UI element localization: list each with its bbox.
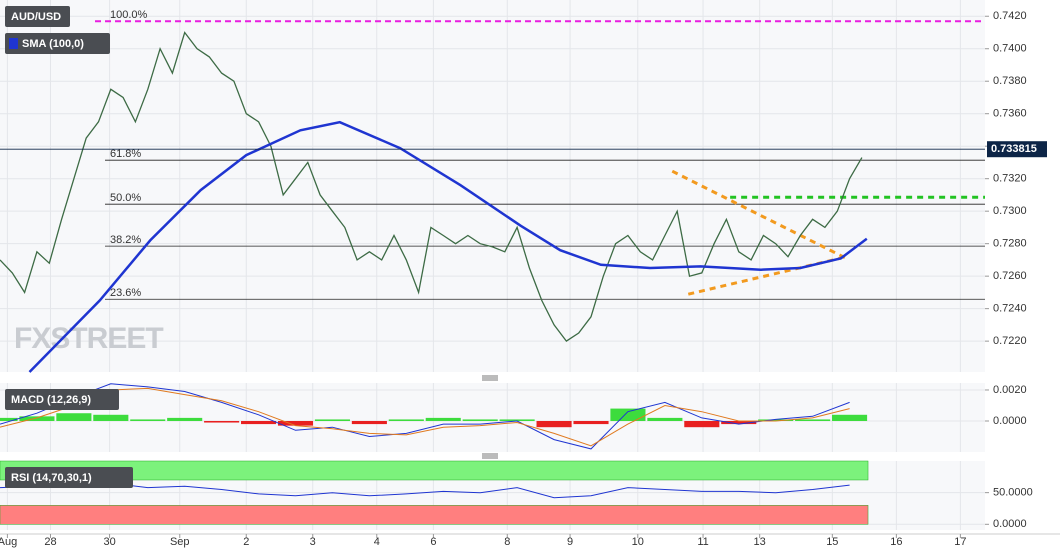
histogram-bar bbox=[610, 408, 646, 421]
price-panel bbox=[0, 0, 985, 372]
histogram-bar bbox=[832, 414, 868, 421]
legend-marker bbox=[9, 38, 18, 49]
triangle-line bbox=[687, 256, 842, 296]
y-tick-label: 0.7280 bbox=[993, 238, 1027, 250]
panel-handle[interactable] bbox=[482, 453, 498, 459]
histogram-bar bbox=[314, 419, 350, 421]
histogram-bar bbox=[573, 420, 609, 425]
histogram-bar bbox=[758, 419, 794, 421]
band bbox=[0, 505, 869, 525]
y-tick-label: 0.7380 bbox=[993, 75, 1027, 87]
histogram-bar bbox=[93, 414, 129, 421]
y-tick-label: 0.0020 bbox=[993, 384, 1027, 396]
series-line bbox=[0, 383, 850, 450]
series-line bbox=[0, 31, 863, 342]
histogram-bar bbox=[351, 420, 387, 425]
fib-label: 50.0% bbox=[110, 192, 141, 204]
histogram-bar bbox=[277, 420, 314, 426]
series-line bbox=[0, 387, 850, 447]
x-tick-label: 16 bbox=[890, 536, 902, 548]
fib-label: 23.6% bbox=[110, 287, 141, 299]
histogram-bar bbox=[499, 419, 535, 421]
fib-label: 100.0% bbox=[110, 9, 148, 21]
x-tick-label: 8 bbox=[504, 536, 510, 548]
legend-box bbox=[5, 467, 133, 488]
x-tick-label: 2 bbox=[243, 536, 249, 548]
histogram-bar bbox=[536, 420, 572, 428]
histogram-bar bbox=[721, 420, 757, 425]
legend-box bbox=[5, 33, 110, 54]
y-tick-label: 0.7260 bbox=[993, 270, 1027, 282]
legend-label: RSI (14,70,30,1) bbox=[11, 472, 92, 484]
y-tick-label: 0.7220 bbox=[993, 335, 1027, 347]
histogram-bar bbox=[462, 419, 498, 421]
y-tick-label: 0.7320 bbox=[993, 173, 1027, 185]
legend-label: AUD/USD bbox=[11, 11, 61, 23]
band bbox=[0, 460, 869, 481]
histogram-bar bbox=[167, 417, 203, 421]
y-tick-label: 0.7400 bbox=[993, 43, 1027, 55]
macd-panel bbox=[0, 383, 985, 452]
x-tick-label: Aug bbox=[0, 536, 17, 548]
fib-label: 38.2% bbox=[110, 234, 141, 246]
y-tick-label: 0.0000 bbox=[993, 415, 1027, 427]
histogram-bar bbox=[795, 419, 831, 421]
x-tick-label: 13 bbox=[754, 536, 766, 548]
x-tick-label: 28 bbox=[44, 536, 56, 548]
legend-box bbox=[5, 6, 70, 27]
histogram-bar bbox=[19, 416, 55, 421]
x-tick-label: 10 bbox=[632, 536, 644, 548]
x-tick-label: 6 bbox=[430, 536, 436, 548]
histogram-bar bbox=[204, 420, 240, 423]
histogram-bar bbox=[241, 420, 277, 425]
last-price-box bbox=[987, 141, 1047, 158]
x-tick-label: 17 bbox=[954, 536, 966, 548]
series-line bbox=[28, 120, 868, 373]
histogram-bar bbox=[684, 420, 720, 428]
series-line bbox=[0, 482, 850, 499]
x-tick-label: 30 bbox=[103, 536, 115, 548]
x-tick-label: 3 bbox=[310, 536, 316, 548]
histogram-bar bbox=[388, 419, 424, 421]
fib-label: 61.8% bbox=[110, 148, 141, 160]
y-tick-label: 0.7360 bbox=[993, 108, 1027, 120]
y-tick-label: 0.7420 bbox=[993, 10, 1027, 22]
histogram-bar bbox=[647, 417, 683, 421]
histogram-bar bbox=[56, 413, 92, 421]
histogram-bar bbox=[130, 419, 166, 421]
histogram-bar bbox=[0, 417, 18, 421]
x-tick-label: Sep bbox=[170, 536, 190, 548]
legend-label: MACD (12,26,9) bbox=[11, 394, 91, 406]
y-tick-label: 0.7240 bbox=[993, 303, 1027, 315]
y-tick-label: 50.0000 bbox=[993, 487, 1033, 499]
histogram-bar bbox=[425, 417, 461, 421]
x-tick-label: 4 bbox=[374, 536, 380, 548]
x-tick-label: 9 bbox=[567, 536, 573, 548]
legend-label: SMA (100,0) bbox=[22, 38, 84, 50]
watermark: FXSTREET bbox=[14, 322, 163, 355]
y-tick-label: 0.7300 bbox=[993, 205, 1027, 217]
x-tick-label: 11 bbox=[697, 536, 708, 548]
y-tick-label: 0.0000 bbox=[993, 518, 1027, 530]
x-tick-label: 15 bbox=[826, 536, 838, 548]
last-price-label: 0.733815 bbox=[991, 143, 1037, 155]
legend-box bbox=[5, 389, 119, 410]
panel-handle[interactable] bbox=[482, 375, 498, 381]
